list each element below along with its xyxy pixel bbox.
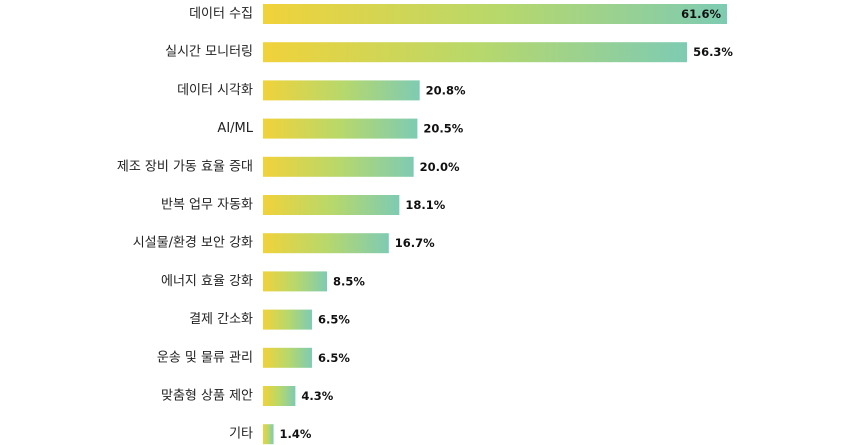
value-label: 4.3% (301, 389, 333, 403)
category-label: 데이터 수집 (189, 7, 253, 22)
value-label: 16.7% (395, 236, 435, 250)
bar (263, 42, 688, 63)
bars-group: 데이터 수집 61.6% 실시간 모니터링 56.3% 데이터 시각화 20.8% AI/M… (117, 4, 733, 445)
bar (263, 347, 312, 368)
value-label: 20.0% (420, 160, 460, 174)
bar (263, 4, 727, 24)
value-label: 20.5% (423, 122, 463, 136)
category-label: 데이터 시각화 (177, 83, 253, 98)
bar (263, 233, 389, 254)
bar (263, 271, 328, 292)
bar (263, 309, 312, 330)
category-label: 맞춤형 상품 제안 (161, 389, 253, 404)
category-label: AI/ML (217, 121, 253, 136)
bar (263, 118, 418, 139)
value-label: 6.5% (318, 351, 350, 365)
bar (263, 386, 296, 406)
bar (263, 156, 414, 177)
value-label: 1.4% (280, 427, 312, 441)
bar (263, 424, 274, 445)
category-label: 실시간 모니터링 (165, 45, 253, 60)
category-label: 에너지 효율 강화 (161, 274, 253, 289)
category-label: 시설물/환경 보안 강화 (133, 236, 253, 251)
category-label: 기타 (229, 427, 253, 442)
value-label: 6.5% (318, 313, 350, 327)
bar (263, 80, 420, 101)
value-label: 8.5% (333, 274, 365, 288)
category-label: 제조 장비 가동 효율 증대 (117, 159, 253, 174)
category-label: 반복 업무 자동화 (161, 198, 253, 213)
bar (263, 195, 400, 215)
value-label: 56.3% (693, 45, 733, 59)
value-label: 18.1% (405, 198, 445, 212)
category-label: 결제 간소화 (189, 312, 253, 327)
value-label: 20.8% (426, 83, 466, 97)
value-label: 61.6% (681, 7, 721, 21)
category-label: 운송 및 물류 관리 (157, 350, 253, 365)
